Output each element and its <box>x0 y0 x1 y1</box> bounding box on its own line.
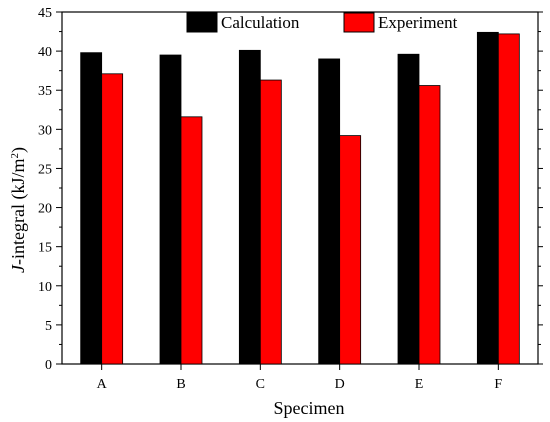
bar-experiment-f <box>497 33 520 365</box>
legend-label-calculation: Calculation <box>221 13 300 32</box>
plot-area <box>61 11 539 365</box>
y-tick-label: 10 <box>38 280 52 295</box>
x-tick-label: B <box>176 377 185 392</box>
bar-experiment-d <box>339 135 362 365</box>
x-axis-title: Specimen <box>274 398 345 418</box>
y-tick-label: 25 <box>38 162 52 177</box>
bar-experiment-c <box>259 79 282 365</box>
x-axis-ticks: A B C D E F <box>97 364 502 392</box>
bar-calculation-a <box>80 52 103 365</box>
bar-calculation-c <box>238 49 261 365</box>
bar-calculation-f <box>476 31 499 365</box>
bar-experiment-e <box>418 85 441 365</box>
y-tick-label: 45 <box>38 6 52 21</box>
legend: Calculation Experiment <box>186 12 458 33</box>
bars <box>80 31 520 365</box>
y-tick-label: 35 <box>38 84 52 99</box>
plot-frame <box>61 11 539 365</box>
bar-experiment-a <box>101 73 124 365</box>
bar-calculation-b <box>159 54 182 365</box>
bar-calculation-e <box>397 53 420 365</box>
bar-calculation-d <box>318 58 341 365</box>
x-tick-label: F <box>494 377 502 392</box>
legend-label-experiment: Experiment <box>378 13 458 32</box>
y-tick-label: 40 <box>38 45 52 60</box>
y-axis-ticks: 0 5 10 15 20 25 30 35 40 45 <box>38 6 543 373</box>
x-tick-label: D <box>335 377 345 392</box>
y-tick-label: 0 <box>45 358 52 373</box>
x-tick-label: A <box>97 377 108 392</box>
y-tick-label: 15 <box>38 241 52 256</box>
bar-experiment-b <box>180 116 203 365</box>
y-axis-title: J-integral (kJ/m2) <box>8 147 29 273</box>
x-tick-label: C <box>256 377 265 392</box>
y-tick-label: 30 <box>38 123 52 138</box>
y-tick-label: 5 <box>45 319 52 334</box>
legend-swatch-calculation <box>186 12 218 33</box>
x-tick-label: E <box>415 377 424 392</box>
legend-swatch-experiment <box>343 12 375 33</box>
y-tick-label: 20 <box>38 202 52 217</box>
